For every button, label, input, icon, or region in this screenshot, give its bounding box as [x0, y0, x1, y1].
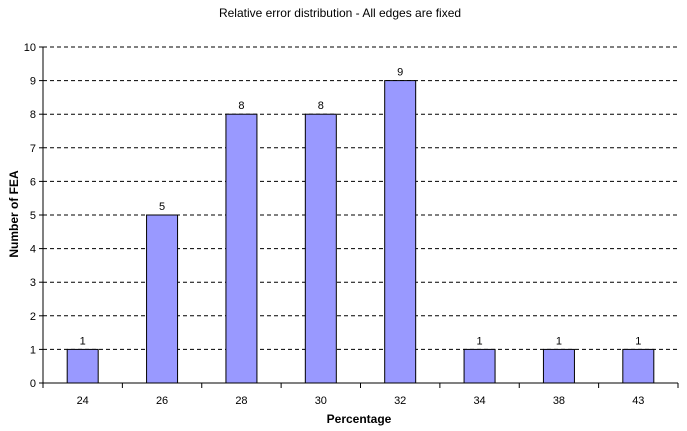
x-axis-ticks: 24 26 28 30 32 34 38 43: [42, 383, 679, 407]
data-label: 1: [80, 335, 86, 347]
bar: [66, 348, 99, 384]
bar: [146, 214, 179, 384]
data-label: 1: [635, 335, 641, 347]
gridlines: [43, 46, 678, 350]
y-tick-label: 0: [30, 378, 36, 390]
x-tick-label: 28: [235, 395, 247, 407]
x-tick-label: 26: [156, 395, 168, 407]
data-label: 9: [397, 67, 403, 79]
x-tick-label: 30: [315, 395, 327, 407]
y-tick-label: 2: [30, 311, 36, 323]
data-label: 1: [556, 335, 562, 347]
bar: [622, 348, 655, 384]
data-labels: 1 5 8 8 9 1 1 1: [80, 67, 642, 348]
x-tick-label: 34: [473, 395, 485, 407]
y-tick-label: 9: [30, 76, 36, 88]
data-label: 1: [477, 335, 483, 347]
y-tick-label: 10: [24, 42, 36, 54]
y-tick-label: 3: [30, 277, 36, 289]
x-tick-label: 24: [77, 395, 89, 407]
y-tick-label: 4: [30, 244, 36, 256]
x-tick-label: 32: [394, 395, 406, 407]
y-tick-label: 6: [30, 176, 36, 188]
bar: [463, 348, 496, 384]
y-tick-label: 8: [30, 109, 36, 121]
y-tick-label: 5: [30, 210, 36, 222]
data-label: 8: [318, 100, 324, 112]
bar: [304, 113, 337, 384]
chart-title: Relative error distribution - All edges …: [219, 6, 461, 20]
y-axis-label: Number of FEA: [7, 170, 21, 258]
bars: [66, 80, 655, 384]
y-axis-ticks: 0 1 2 3 4 5 6 7 8 9 10: [24, 42, 43, 390]
bar: [384, 80, 417, 384]
y-tick-label: 1: [30, 344, 36, 356]
data-label: 8: [238, 100, 244, 112]
y-tick-label: 7: [30, 143, 36, 155]
x-axis-label: Percentage: [327, 412, 392, 426]
x-tick-label: 43: [632, 395, 644, 407]
bar: [542, 348, 575, 384]
x-tick-label: 38: [553, 395, 565, 407]
bar: [225, 113, 258, 384]
data-label: 5: [159, 201, 165, 213]
